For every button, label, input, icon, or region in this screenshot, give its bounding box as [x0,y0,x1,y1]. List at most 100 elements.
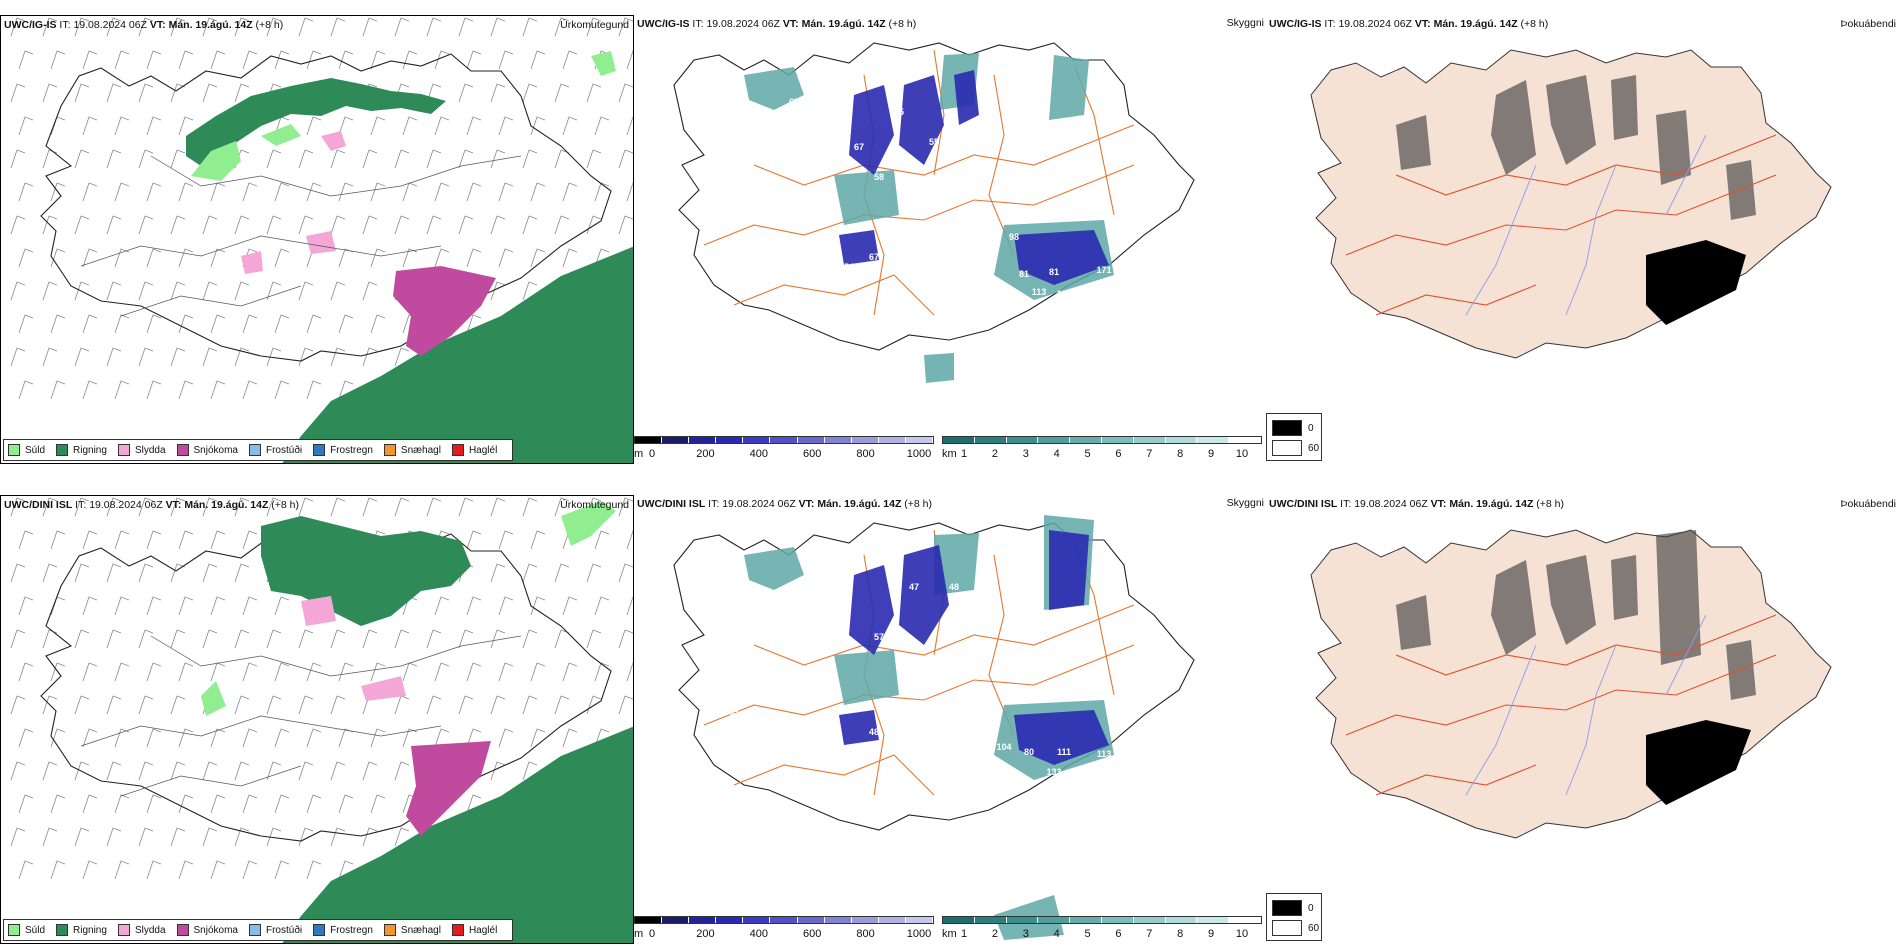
wind-barb [234,17,250,37]
wind-barb [426,17,442,37]
wind-barb [74,281,90,301]
colorbar-segment-10 [905,917,934,923]
wind-barb [338,248,354,268]
visibility-panel-top: 15 67 55 55 66 85 39 67 58 74 83 63 87 112 84 92 98 54 67 8… [634,15,1266,464]
wind-barb [42,83,58,103]
wind-barb [274,314,290,334]
wind-barb [106,149,122,169]
peak-label: 59 [959,627,969,637]
wind-barb [562,248,578,268]
wind-barb [114,596,130,616]
wind-barb [210,50,226,70]
colorbar-segments [634,436,934,444]
wind-barb [522,281,538,301]
wind-barb [138,761,154,781]
model-name: UWC/DINI ISL [4,499,73,511]
peak-label: 160 [1046,327,1061,337]
precip-legend: Súld Rigning Slydda Snjókoma Frostúði Frostre… [3,919,514,941]
wind-barb [274,380,290,400]
wind-barb [394,761,410,781]
colorbar-segment-6 [1133,917,1166,923]
rain-north [261,516,471,626]
wind-barb [146,662,162,682]
wind-barb [274,728,290,748]
wind-barb [74,149,90,169]
wind-barb [74,497,90,517]
wind-barb [74,695,90,715]
wind-barb [498,596,514,616]
wind-barb [242,794,258,814]
wind-barb [466,50,482,70]
wind-barb [370,794,386,814]
wind-barb [82,794,98,814]
wind-barb [74,563,90,583]
lead-time: (+8 h) [1520,18,1549,30]
wind-barb [562,596,578,616]
wind-barb [10,761,26,781]
wind-barb [146,860,162,880]
vt-label: VT: [149,19,166,31]
wind-barb [202,761,218,781]
colorbar-tick-5: 5 [1084,448,1091,460]
legend-label: Frostúði [265,444,303,456]
colorbar-tick-5: 5 [1084,928,1091,940]
wind-barb [82,662,98,682]
precip-panel-bottom: UWC/DINI ISL IT: 19.08.2024 06Z VT: Mán.… [0,495,634,944]
wind-barb [10,563,26,583]
legend-item-7: Haglél [451,924,497,936]
wind-barb [530,182,546,202]
peak-label: 162 [1056,810,1071,820]
wind-barb [242,50,258,70]
sea-rain-field [282,246,633,463]
wind-barb [338,50,354,70]
wind-barb [586,629,602,649]
wind-barb [490,215,506,235]
colorbar-unit: km [942,448,957,460]
wind-barb [114,794,130,814]
wind-barb [210,314,226,334]
legend-swatch [176,444,189,456]
peak-label: 48 [949,582,959,592]
wind-barbs [10,17,633,400]
wind-barb [458,695,474,715]
it-value: 19.08.2024 06Z [73,19,147,31]
wind-barb [234,827,250,847]
wind-barb [370,662,386,682]
colorbar-tick-800: 800 [856,928,875,940]
wind-barb [242,314,258,334]
wind-barb [50,182,66,202]
colorbar-segment-5 [1101,437,1134,443]
wind-barb [298,149,314,169]
wind-barb [626,662,633,682]
legend-swatch [313,924,326,936]
wind-barb [242,182,258,202]
it-label: IT: [75,499,87,511]
wind-barb [306,662,322,682]
wind-barb [266,827,282,847]
wind-barb [178,596,194,616]
wind-barb [626,530,633,550]
visibility-title: Skyggni [1226,17,1264,29]
roads-lines [80,155,522,317]
wind-barb [82,530,98,550]
it-label: IT: [692,18,704,30]
lead-time: (+8 h) [255,19,284,31]
peak-label: 48 [869,727,879,737]
wind-barb [298,695,314,715]
colorbar-segment-7 [824,437,852,443]
wind-barb [106,281,122,301]
wind-barb [114,530,130,550]
wind-barb [490,281,506,301]
wind-barb [330,215,346,235]
peak-label: 67 [789,97,799,107]
legend-item-0: Súld [8,444,45,456]
iceland-outline [673,522,1195,831]
wind-barb [10,281,26,301]
peak-label: 120 [1041,682,1056,692]
lead-time: (+8 h) [888,18,917,30]
wind-barb [234,695,250,715]
wind-barb [42,347,58,367]
model-name: UWC/IG-IS [637,18,690,30]
wind-barb [170,497,186,517]
wind-barb [594,182,610,202]
